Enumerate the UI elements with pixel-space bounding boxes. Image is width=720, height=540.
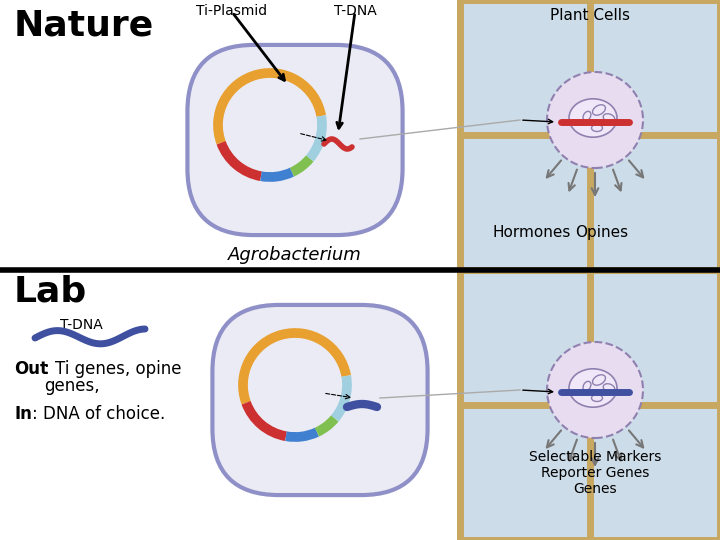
Ellipse shape xyxy=(569,369,617,407)
FancyBboxPatch shape xyxy=(187,45,402,235)
Text: Lab: Lab xyxy=(14,275,87,309)
Ellipse shape xyxy=(569,99,617,137)
Text: genes,: genes, xyxy=(44,377,99,395)
Text: In: In xyxy=(14,405,32,423)
FancyBboxPatch shape xyxy=(212,305,428,495)
Bar xyxy=(0,0,460,540)
Bar xyxy=(460,0,720,270)
Text: T-DNA: T-DNA xyxy=(60,318,103,332)
Circle shape xyxy=(547,342,643,438)
Circle shape xyxy=(547,72,643,168)
Text: Plant Cells: Plant Cells xyxy=(550,8,630,23)
Text: Nature: Nature xyxy=(14,8,154,42)
Text: Selectable Markers
Reporter Genes
Genes: Selectable Markers Reporter Genes Genes xyxy=(528,450,661,496)
Text: Opines: Opines xyxy=(575,225,628,240)
Text: : Ti genes, opine: : Ti genes, opine xyxy=(44,360,181,378)
Text: Agrobacterium: Agrobacterium xyxy=(228,246,362,264)
Text: Hormones: Hormones xyxy=(493,225,572,240)
Text: Ti-Plasmid: Ti-Plasmid xyxy=(197,4,268,18)
Bar xyxy=(460,270,720,540)
Text: : DNA of choice.: : DNA of choice. xyxy=(32,405,166,423)
Bar xyxy=(460,0,720,540)
Text: Out: Out xyxy=(14,360,48,378)
Text: T-DNA: T-DNA xyxy=(333,4,377,18)
